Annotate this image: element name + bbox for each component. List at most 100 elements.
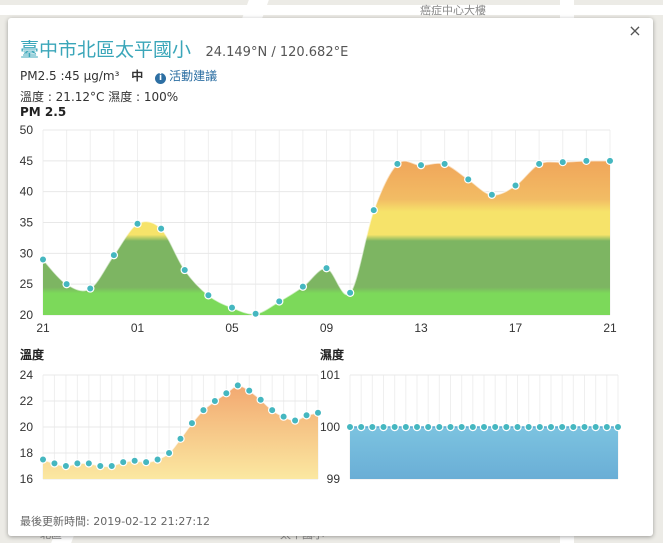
pm25-y-tick-label: 30 — [20, 246, 34, 260]
pm25-data-point — [534, 159, 544, 169]
humidity-data-point — [591, 422, 600, 432]
last-updated-time: 最後更新時間: 2019-02-12 21:27:12 — [20, 515, 211, 528]
pm25-x-tick-label: 01 — [131, 321, 145, 335]
pm25-y-tick-label: 20 — [20, 308, 34, 322]
pm25-level: 中 — [131, 69, 144, 83]
map-label: 癌症中心大樓 — [420, 4, 486, 17]
temp-data-point — [164, 448, 174, 458]
pm25-x-tick-label: 05 — [225, 321, 239, 335]
station-popup: × 臺中市北區太平國小 24.149°N / 120.682°E PM2.5 :… — [8, 18, 653, 536]
humidity-data-point — [546, 422, 556, 432]
temp-data-point — [73, 459, 82, 468]
pm25-x-tick-label: 21 — [603, 321, 617, 335]
humidity-data-point — [524, 422, 533, 432]
pm25-data-point — [38, 255, 48, 264]
temp-data-point — [130, 456, 139, 465]
temp-data-point — [84, 459, 94, 468]
temp-humidity-reading: 溫度 : 21.12°C 濕度 : 100% — [20, 90, 179, 104]
humidity-data-point — [379, 422, 388, 432]
pm25-data-point — [369, 205, 378, 215]
temp-y-tick-label: 24 — [20, 368, 34, 382]
humidity-data-point — [580, 422, 589, 432]
temp-y-tick-label: 16 — [20, 472, 34, 486]
pm25-x-tick-label: 21 — [36, 321, 50, 335]
pm25-data-point — [440, 159, 449, 169]
pm25-data-point — [511, 181, 520, 190]
station-coordinates: 24.149°N / 120.682°E — [205, 45, 349, 60]
humidity-data-point — [479, 422, 489, 432]
temp-data-point — [233, 381, 242, 390]
pm25-y-tick-label: 50 — [20, 123, 34, 137]
pm25-info-row: PM2.5 :45 μg/m³ 中 i 活動建議 — [20, 67, 217, 84]
temp-chart-title: 溫度 — [20, 348, 45, 362]
temp-area — [43, 385, 318, 479]
pm25-x-tick-label: 13 — [414, 321, 428, 335]
temp-y-tick-label: 22 — [20, 394, 34, 408]
temp-data-point — [313, 408, 323, 417]
humidity-data-point — [602, 422, 612, 432]
humidity-data-point — [390, 422, 399, 432]
pm25-data-point — [487, 190, 497, 199]
temp-data-point — [119, 457, 128, 467]
pm25-data-point — [251, 309, 260, 318]
temp-data-point — [141, 457, 151, 467]
pm25-data-point — [227, 303, 237, 312]
pm25-data-point — [558, 157, 567, 167]
map-road — [0, 5, 663, 15]
temp-data-point — [256, 395, 265, 404]
pm25-area — [43, 160, 610, 315]
humidity-chart-title: 濕度 — [320, 348, 345, 362]
humidity-y-tick-label: 100 — [320, 420, 340, 434]
humidity-data-point — [557, 422, 567, 432]
temp-data-point — [222, 389, 231, 398]
pm25-data-point — [180, 265, 189, 275]
activity-advice-label: 活動建議 — [169, 69, 218, 83]
activity-advice-link[interactable]: i 活動建議 — [155, 69, 218, 84]
temp-data-point — [50, 459, 59, 468]
temp-data-point — [267, 405, 277, 415]
pm25-chart: 20 25 30 35 40 45 50 21 01 05 09 13 17 21 — [20, 123, 617, 335]
pm25-data-point — [416, 160, 426, 170]
humidity-data-point — [435, 422, 444, 432]
info-icon: i — [155, 73, 167, 84]
temp-data-point — [187, 418, 197, 428]
humidity-chart: 99 100 101 — [320, 368, 623, 486]
pm25-data-point — [133, 219, 142, 228]
temp-data-point — [38, 455, 48, 464]
humidity-y-tick-label: 101 — [320, 368, 340, 382]
pm25-data-point — [109, 250, 119, 260]
pm25-y-tick-label: 45 — [20, 154, 34, 168]
pm25-data-point — [464, 175, 473, 184]
temp-y-tick-label: 20 — [20, 420, 34, 434]
station-name: 臺中市北區太平國小 — [20, 39, 192, 61]
temp-data-point — [279, 412, 288, 421]
pm25-y-tick-label: 25 — [20, 277, 34, 291]
humidity-data-point — [569, 422, 578, 432]
humidity-data-point — [502, 422, 511, 432]
pm25-chart-title: PM 2.5 — [20, 105, 67, 119]
humidity-y-tick-label: 99 — [327, 472, 341, 486]
popup-title-row: 臺中市北區太平國小 24.149°N / 120.682°E — [20, 35, 348, 62]
humidity-data-point — [446, 422, 455, 432]
humidity-data-point — [513, 422, 522, 432]
pm25-data-point — [345, 288, 355, 297]
temp-data-point — [290, 416, 300, 425]
humidity-data-point — [457, 422, 466, 432]
pm25-data-point — [275, 297, 284, 306]
pm25-reading: PM2.5 :45 μg/m³ — [20, 69, 120, 83]
pm25-y-tick-label: 40 — [20, 185, 34, 199]
pm25-data-point — [322, 263, 331, 273]
temp-data-point — [302, 411, 311, 420]
temp-data-point — [96, 461, 105, 471]
close-icon[interactable]: × — [628, 21, 642, 40]
pm25-x-tick-label: 17 — [509, 321, 523, 335]
temp-data-point — [199, 405, 208, 415]
humidity-data-point — [613, 422, 623, 432]
pm25-y-tick-label: 35 — [20, 216, 34, 230]
humidity-data-point — [468, 422, 478, 432]
humidity-data-point — [412, 422, 422, 432]
pm25-data-point — [62, 279, 71, 289]
pm25-data-point — [204, 291, 213, 300]
humidity-data-point — [356, 422, 366, 432]
